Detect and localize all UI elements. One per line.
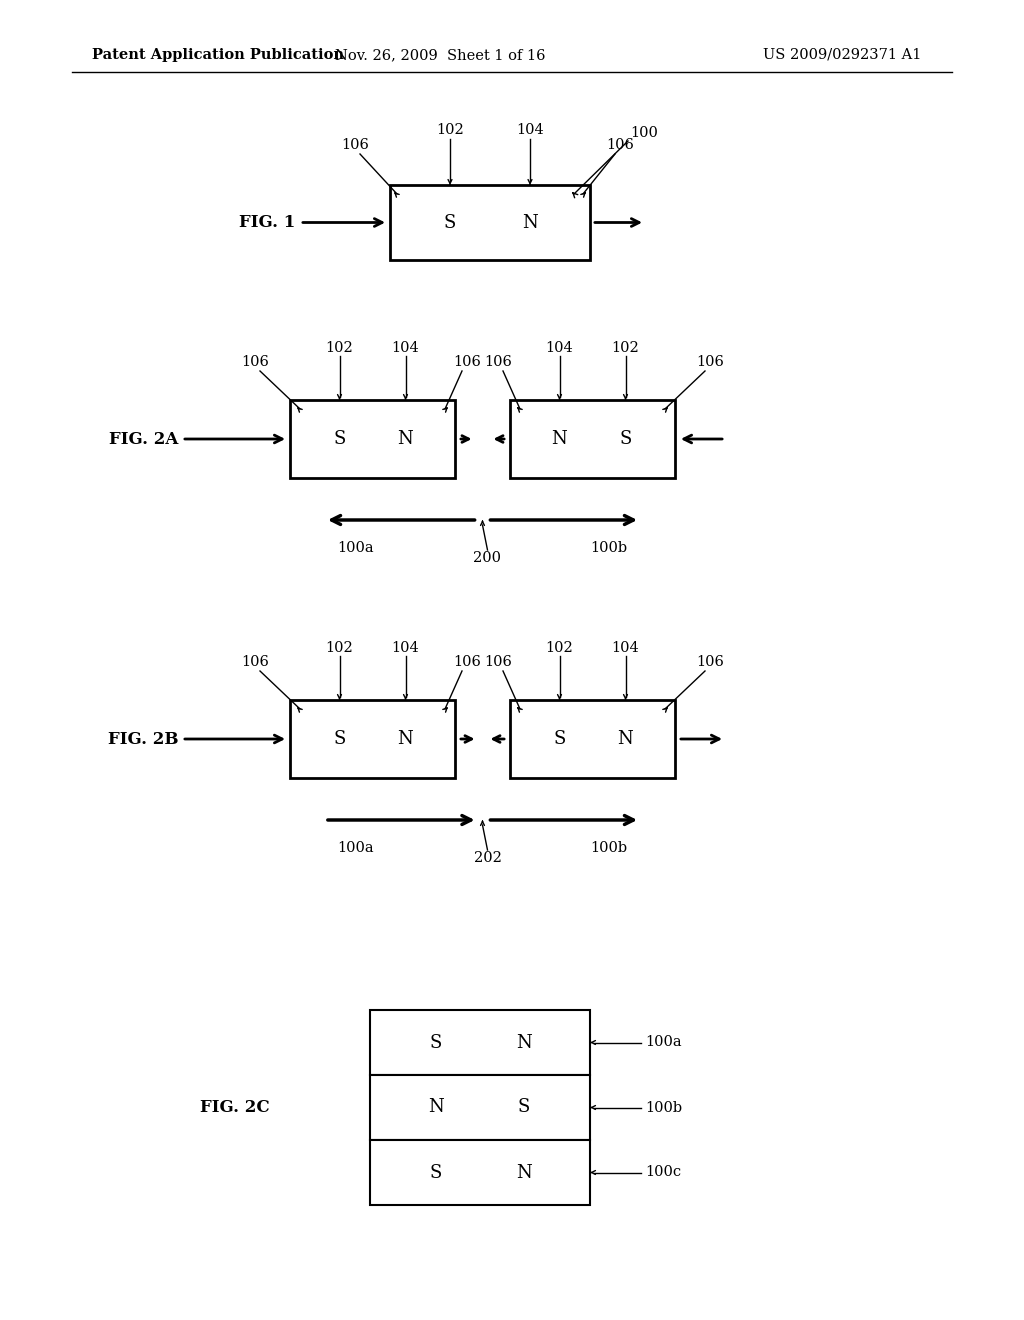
Text: 106: 106 bbox=[241, 655, 269, 669]
Text: 100a: 100a bbox=[645, 1035, 682, 1049]
Text: N: N bbox=[516, 1163, 531, 1181]
Text: 106: 106 bbox=[696, 355, 724, 370]
Text: S: S bbox=[334, 430, 346, 447]
Text: 106: 106 bbox=[696, 655, 724, 669]
Text: 106: 106 bbox=[484, 655, 512, 669]
Text: 102: 102 bbox=[326, 341, 353, 355]
Text: Nov. 26, 2009  Sheet 1 of 16: Nov. 26, 2009 Sheet 1 of 16 bbox=[335, 48, 546, 62]
Text: 104: 104 bbox=[546, 341, 573, 355]
Text: 100a: 100a bbox=[338, 841, 375, 855]
Text: 100: 100 bbox=[630, 125, 657, 140]
Text: 106: 106 bbox=[453, 355, 481, 370]
Text: FIG. 2B: FIG. 2B bbox=[108, 730, 178, 747]
Text: S: S bbox=[553, 730, 565, 748]
Text: 102: 102 bbox=[326, 642, 353, 655]
Text: US 2009/0292371 A1: US 2009/0292371 A1 bbox=[763, 48, 922, 62]
Bar bbox=[370, 1140, 590, 1205]
Text: N: N bbox=[516, 1034, 531, 1052]
Text: S: S bbox=[443, 214, 456, 231]
Text: S: S bbox=[334, 730, 346, 748]
Text: 104: 104 bbox=[391, 341, 420, 355]
Text: N: N bbox=[397, 430, 414, 447]
Text: N: N bbox=[552, 430, 567, 447]
Text: 200: 200 bbox=[473, 550, 502, 565]
Text: 104: 104 bbox=[391, 642, 420, 655]
Text: S: S bbox=[430, 1163, 442, 1181]
Text: 202: 202 bbox=[473, 851, 502, 865]
Text: S: S bbox=[430, 1034, 442, 1052]
Text: 100b: 100b bbox=[591, 541, 628, 554]
Text: S: S bbox=[620, 430, 632, 447]
Text: N: N bbox=[428, 1098, 443, 1117]
Text: 100c: 100c bbox=[645, 1166, 681, 1180]
Bar bbox=[290, 700, 455, 777]
Text: FIG. 2C: FIG. 2C bbox=[201, 1100, 270, 1115]
Text: 106: 106 bbox=[606, 139, 634, 152]
Text: 106: 106 bbox=[453, 655, 481, 669]
Text: 100b: 100b bbox=[645, 1101, 682, 1114]
Text: 100b: 100b bbox=[591, 841, 628, 855]
Text: 106: 106 bbox=[341, 139, 369, 152]
Text: 106: 106 bbox=[241, 355, 269, 370]
Bar bbox=[370, 1074, 590, 1140]
Bar bbox=[510, 400, 675, 478]
Text: 102: 102 bbox=[611, 341, 639, 355]
Text: 102: 102 bbox=[436, 123, 464, 137]
Text: N: N bbox=[522, 214, 538, 231]
Text: FIG. 2A: FIG. 2A bbox=[109, 430, 178, 447]
Bar bbox=[370, 1010, 590, 1074]
Bar bbox=[510, 700, 675, 777]
Text: N: N bbox=[397, 730, 414, 748]
Bar bbox=[290, 400, 455, 478]
Text: 104: 104 bbox=[516, 123, 544, 137]
Text: 102: 102 bbox=[546, 642, 573, 655]
Bar bbox=[390, 185, 590, 260]
Text: FIG. 1: FIG. 1 bbox=[239, 214, 295, 231]
Text: S: S bbox=[518, 1098, 530, 1117]
Text: N: N bbox=[617, 730, 634, 748]
Text: Patent Application Publication: Patent Application Publication bbox=[92, 48, 344, 62]
Text: 106: 106 bbox=[484, 355, 512, 370]
Text: 104: 104 bbox=[611, 642, 639, 655]
Text: 100a: 100a bbox=[338, 541, 375, 554]
